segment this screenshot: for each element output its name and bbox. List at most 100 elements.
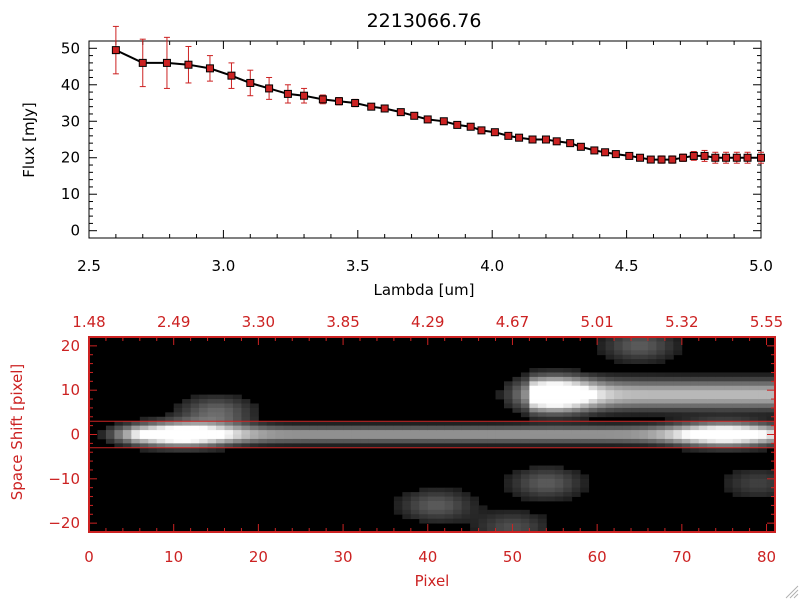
- heatmap-cell: [241, 412, 251, 418]
- heatmap-cell: [580, 407, 590, 413]
- heatmap-cell: [419, 505, 429, 511]
- heatmap-cell: [681, 372, 691, 378]
- heatmap-cell: [673, 337, 683, 342]
- heatmap-cell: [419, 421, 429, 427]
- heatmap-cell: [741, 434, 750, 440]
- heatmap-cell: [326, 421, 336, 427]
- heatmap-cell: [698, 385, 708, 391]
- heatmap-cell: [520, 399, 530, 404]
- heatmap-cell: [622, 354, 632, 360]
- heatmap-cell: [436, 487, 446, 493]
- heatmap-cell: [444, 500, 454, 506]
- heatmap-cell: [571, 443, 581, 449]
- heatmap-cell: [622, 430, 632, 435]
- heatmap-cell: [241, 430, 251, 435]
- heatmap-cell: [749, 447, 759, 453]
- heatmap-cell: [529, 465, 539, 471]
- heatmap-cell: [622, 443, 632, 449]
- heatmap-cell: [698, 412, 708, 418]
- heatmap-cell: [647, 425, 657, 431]
- heatmap-cell: [647, 438, 657, 444]
- heatmap-cell: [631, 345, 640, 351]
- heatmap-cell: [232, 403, 242, 409]
- heatmap-cell: [241, 421, 251, 427]
- heatmap-cell: [199, 447, 208, 453]
- heatmap-cell: [605, 443, 615, 449]
- heatmap-cell: [631, 359, 640, 364]
- heatmap-cell: [690, 381, 700, 387]
- heatmap-cell: [512, 527, 522, 533]
- heatmap-cell: [419, 492, 429, 497]
- heatmap-cell: [512, 390, 522, 396]
- resize-grip-icon[interactable]: [785, 585, 799, 599]
- heatmap-cell: [681, 390, 691, 396]
- heatmap-cell: [402, 430, 412, 435]
- heatmap-cell: [656, 372, 666, 378]
- heatmap-cell: [182, 447, 192, 453]
- heatmap-cell: [410, 496, 420, 502]
- heatmap-cell: [707, 416, 717, 422]
- heatmap-cell: [453, 514, 463, 520]
- heatmap-cell: [724, 403, 734, 409]
- heatmap-cell: [487, 443, 496, 449]
- heatmap-cell: [461, 421, 471, 427]
- heatmap-cell: [520, 390, 530, 396]
- heatmap-cell: [292, 438, 302, 444]
- heatmap-cell: [766, 372, 776, 378]
- heatmap-cell: [766, 434, 776, 440]
- heatmap-cell: [656, 341, 666, 347]
- heatmap-cell: [605, 385, 615, 391]
- heatmap-cell: [546, 394, 556, 400]
- heatmap-cell: [622, 350, 632, 356]
- data-point-marker: [396, 108, 405, 117]
- heatmap-cell: [622, 399, 632, 404]
- heatmap-cell: [503, 487, 513, 493]
- heatmap-cell: [546, 438, 556, 444]
- heatmap-cell: [326, 430, 336, 435]
- heatmap-cell: [487, 509, 496, 515]
- heatmap-cell: [698, 443, 708, 449]
- heatmap-cell: [207, 430, 217, 435]
- heatmap-cell: [182, 399, 192, 404]
- heatmap-cell: [461, 430, 471, 435]
- heatmap-cell: [741, 385, 750, 391]
- heatmap-cell: [427, 496, 437, 502]
- heatmap-cell: [537, 496, 547, 502]
- heatmap-cell: [631, 443, 640, 449]
- heatmap-cell: [732, 416, 742, 422]
- heatmap-cell: [588, 390, 598, 396]
- heatmap-cell: [741, 438, 750, 444]
- heatmap-cell: [156, 416, 166, 422]
- heatmap-cell: [766, 430, 776, 435]
- heatmap-cell: [199, 425, 208, 431]
- heatmap-cell: [283, 438, 293, 444]
- heatmap-cell: [707, 421, 717, 427]
- heatmap-cell: [749, 474, 759, 480]
- heatmap-cell: [402, 492, 412, 497]
- heatmap-cell: [529, 483, 539, 489]
- heatmap-cell: [741, 483, 750, 489]
- heatmap-cell: [512, 407, 522, 413]
- heatmap-cell: [478, 523, 488, 528]
- heatmap-cell: [419, 518, 429, 524]
- heatmap-cell: [673, 412, 683, 418]
- heatmap-cell: [554, 372, 564, 378]
- heatmap-cell: [376, 430, 386, 435]
- heatmap-cell: [419, 514, 429, 520]
- heatmap-cell: [647, 350, 657, 356]
- heatmap-cell: [224, 407, 234, 413]
- heatmap-cell: [470, 496, 479, 502]
- heatmap-cell: [758, 376, 767, 382]
- heatmap-cell: [427, 425, 437, 431]
- heatmap-cell: [529, 399, 539, 404]
- heatmap-cell: [232, 412, 242, 418]
- heatmap-cell: [503, 474, 513, 480]
- heatmap-cell: [182, 430, 192, 435]
- heatmap-cell: [732, 478, 742, 484]
- heatmap-cell: [732, 434, 742, 440]
- heatmap-cell: [614, 385, 623, 391]
- heatmap-cell: [656, 421, 666, 427]
- heatmap-cell: [190, 434, 200, 440]
- heatmap-cell: [173, 438, 183, 444]
- heatmap-cell: [647, 337, 657, 342]
